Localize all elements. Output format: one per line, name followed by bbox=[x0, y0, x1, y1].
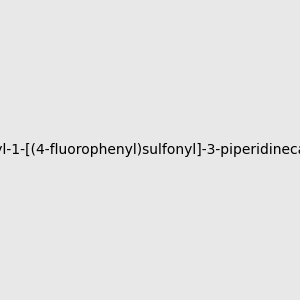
Text: N,N-dibenzyl-1-[(4-fluorophenyl)sulfonyl]-3-piperidinecarboxamide: N,N-dibenzyl-1-[(4-fluorophenyl)sulfonyl… bbox=[0, 143, 300, 157]
